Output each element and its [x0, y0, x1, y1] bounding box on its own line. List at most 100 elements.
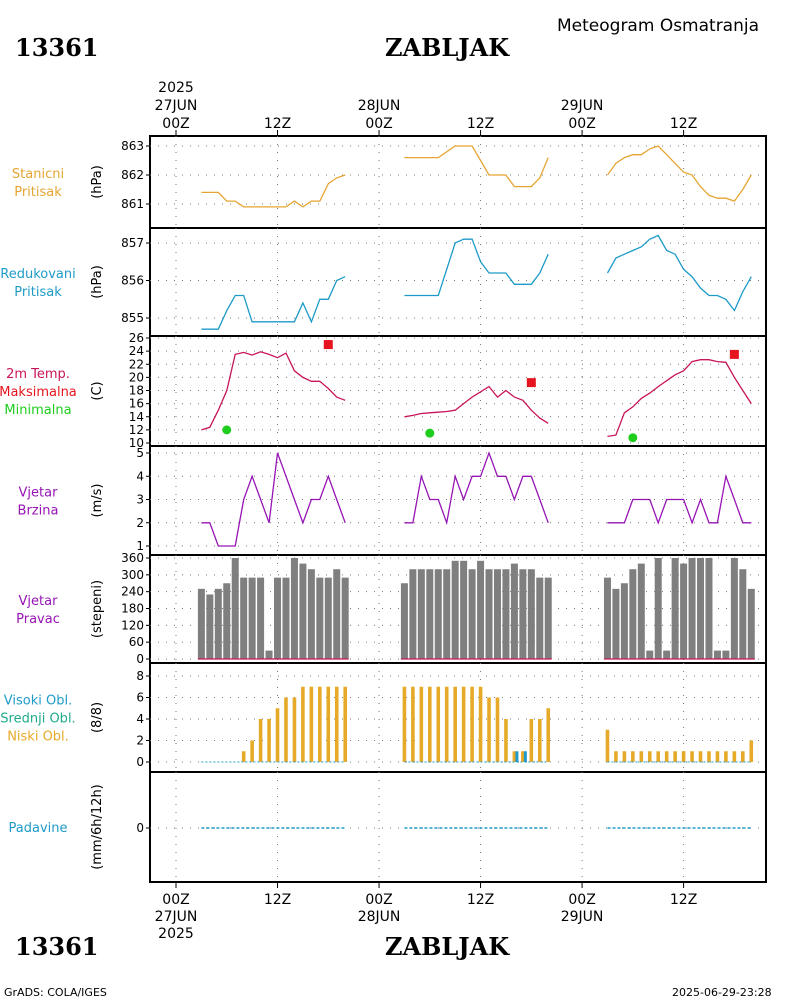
wind-direction-bar — [468, 569, 476, 659]
wind-direction-bar — [603, 577, 611, 659]
tmax-marker — [323, 340, 333, 350]
wind-direction-bar — [231, 558, 239, 659]
y-tick-label: 4 — [136, 469, 144, 483]
date-label: 29JUN — [561, 909, 604, 925]
time-tick-label: 00Z — [365, 116, 392, 132]
series-line — [201, 174, 346, 208]
y-tick-label: 8 — [136, 669, 144, 683]
date-label: 28JUN — [358, 909, 401, 925]
series-line — [607, 359, 752, 438]
wind-direction-bar — [223, 583, 231, 659]
y-tick-label: 3 — [136, 493, 144, 507]
cloud-bar — [537, 719, 542, 762]
cloud-bar — [715, 751, 720, 762]
y-tick-label: 240 — [121, 585, 144, 599]
wind-direction-bar — [240, 577, 248, 659]
cloud-bar — [453, 686, 457, 762]
wind-direction-bar — [265, 650, 273, 659]
wind-direction-bar — [697, 558, 705, 659]
plot-frame — [149, 135, 767, 883]
cloud-bar — [732, 751, 737, 762]
station-name-bottom: ZABLJAK — [385, 932, 510, 961]
wind-direction-bar — [730, 558, 738, 659]
wind-direction-bar — [536, 577, 544, 659]
y-tick-label: 863 — [121, 139, 144, 153]
cloud-bar — [284, 697, 288, 762]
date-label: 27JUN — [155, 909, 198, 925]
wind-direction-bar — [739, 569, 747, 659]
cloud-bar — [402, 686, 407, 762]
y-tick-label: 856 — [121, 274, 144, 288]
y-tick-label: 22 — [129, 357, 144, 371]
cloud-bar — [250, 740, 254, 762]
low-cloud-bar — [515, 751, 519, 762]
cloud-bar — [301, 686, 305, 762]
cloud-bar — [614, 751, 618, 762]
series-line — [404, 238, 549, 297]
panel-label: Stanicni — [12, 167, 64, 182]
wind-direction-bar — [248, 577, 256, 659]
unit-label: (stepeni) — [90, 580, 105, 638]
y-tick-label: 2 — [136, 734, 144, 748]
y-tick-label: 5 — [136, 446, 144, 460]
wind-direction-bar — [324, 577, 332, 659]
panel-label: Niski Obl. — [7, 730, 69, 745]
panel-label: Pritisak — [14, 285, 62, 300]
time-tick-label: 12Z — [264, 116, 291, 132]
panel-label: Brzina — [18, 504, 59, 519]
chart-title: Meteogram Osmatranja — [557, 16, 759, 36]
unit-label: (8/8) — [90, 702, 105, 733]
y-tick-label: 1 — [136, 539, 144, 553]
panel-label: Redukovani — [0, 267, 75, 282]
wind-direction-bar — [451, 560, 459, 659]
low-cloud-bar — [523, 751, 527, 762]
cloud-bar — [267, 719, 271, 762]
time-tick-label: 00Z — [568, 892, 595, 908]
cloud-bar — [326, 686, 331, 762]
cloud-bar — [690, 751, 694, 762]
wind-direction-bar — [680, 563, 688, 659]
tmax-marker — [526, 378, 536, 388]
y-tick-label: 4 — [136, 712, 144, 726]
y-tick-label: 861 — [121, 197, 144, 211]
wind-direction-bar — [290, 558, 298, 659]
cloud-bar — [673, 751, 677, 762]
cloud-bar — [461, 686, 466, 762]
cloud-bar — [741, 751, 745, 762]
wind-direction-bar — [307, 569, 315, 659]
wind-direction-bar — [426, 569, 434, 659]
panel-label: Vjetar — [19, 486, 59, 501]
wind-direction-bar — [510, 563, 518, 659]
unit-label: (m/s) — [90, 484, 105, 518]
wind-direction-bar — [333, 569, 341, 659]
series-line — [404, 385, 549, 424]
panel-label: Srednji Obl. — [0, 712, 75, 727]
time-tick-label: 12Z — [670, 116, 697, 132]
wind-direction-bar — [663, 650, 671, 659]
y-tick-label: 14 — [129, 410, 144, 424]
cloud-bar — [318, 686, 322, 762]
time-tick-label: 12Z — [467, 892, 494, 908]
y-tick-label: 0 — [136, 755, 144, 769]
cloud-bar — [504, 719, 508, 762]
wind-direction-bar — [274, 577, 282, 659]
y-tick-label: 20 — [129, 370, 144, 384]
wind-direction-bar — [671, 558, 679, 659]
wind-direction-bar — [527, 569, 535, 659]
wind-direction-bar — [485, 569, 493, 659]
wind-direction-bar — [493, 569, 501, 659]
panel-label: Pravac — [16, 612, 60, 627]
tmin-marker — [425, 428, 435, 438]
tmin-marker — [222, 425, 232, 435]
wind-direction-bar — [417, 569, 425, 659]
wind-direction-bar — [477, 560, 485, 659]
cloud-bar — [664, 751, 669, 762]
panel-label: Visoki Obl. — [4, 694, 72, 709]
wind-direction-bar — [316, 577, 324, 659]
time-tick-label: 00Z — [162, 116, 189, 132]
date-label: 28JUN — [358, 98, 401, 114]
panel-label: 2m Temp. — [6, 367, 70, 382]
wind-direction-bar — [341, 577, 349, 659]
unit-label: (hPa) — [90, 165, 105, 199]
tmax-marker — [729, 349, 739, 359]
